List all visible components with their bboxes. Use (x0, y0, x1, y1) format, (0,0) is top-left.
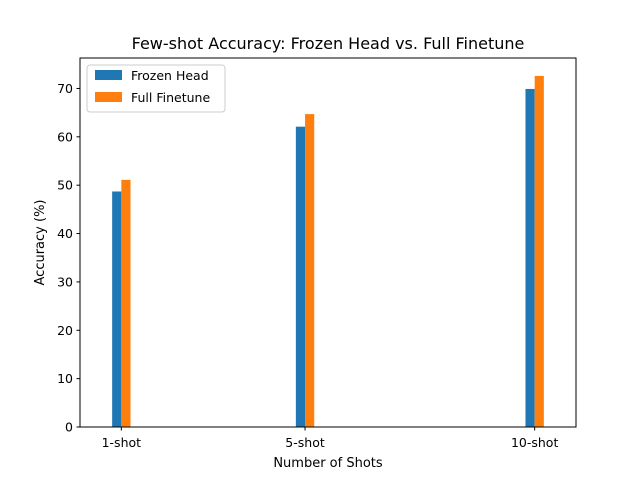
x-tick-label: 10-shot (511, 435, 558, 450)
bars-group (112, 75, 544, 428)
x-tick-label: 1-shot (102, 435, 142, 450)
bar-full-finetune-3 (534, 75, 544, 428)
bar-frozen-head-2 (295, 126, 306, 428)
y-tick-label: 70 (57, 81, 73, 96)
y-tick-label: 20 (57, 323, 73, 338)
y-tick-label: 30 (57, 274, 73, 289)
y-tick-label: 10 (57, 371, 73, 386)
bar-full-finetune-2 (305, 114, 315, 427)
legend-label-full-finetune: Full Finetune (131, 90, 210, 105)
chart-title: Few-shot Accuracy: Frozen Head vs. Full … (132, 34, 525, 53)
x-axis-label: Number of Shots (273, 456, 383, 471)
y-tick-label: 40 (57, 226, 73, 241)
legend-swatch-full-finetune (95, 92, 122, 102)
y-tick-label: 60 (57, 129, 73, 144)
legend: Frozen Head Full Finetune (86, 64, 226, 113)
x-tick-label: 5-shot (285, 435, 325, 450)
y-tick-label: 0 (65, 420, 73, 435)
y-tick-label: 50 (57, 178, 73, 193)
legend-swatch-frozen-head (95, 70, 122, 80)
y-axis-label: Accuracy (%) (33, 200, 48, 286)
axis-ticks: 0 10 20 30 40 50 60 70 1-shot 5-shot 10-shot (57, 81, 558, 450)
bar-full-finetune-1 (121, 179, 131, 427)
legend-label-frozen-head: Frozen Head (131, 68, 209, 83)
bar-frozen-head-1 (112, 191, 122, 427)
bar-frozen-head-3 (525, 88, 535, 427)
plot-frame (79, 57, 577, 428)
